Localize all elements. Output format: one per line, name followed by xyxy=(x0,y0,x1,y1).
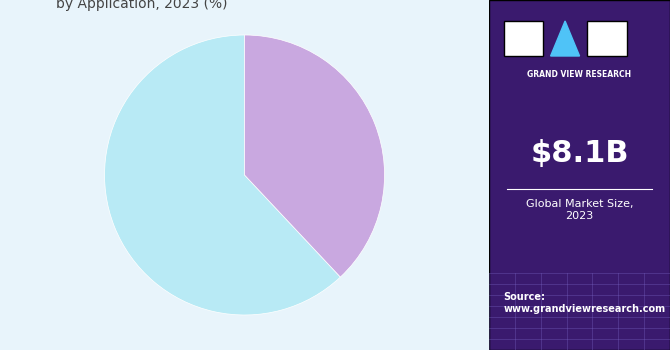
FancyBboxPatch shape xyxy=(489,0,670,350)
FancyBboxPatch shape xyxy=(587,21,626,56)
Text: $8.1B: $8.1B xyxy=(530,140,629,168)
Text: Global Market Size,
2023: Global Market Size, 2023 xyxy=(526,199,633,221)
Wedge shape xyxy=(105,35,340,315)
Text: GRAND VIEW RESEARCH: GRAND VIEW RESEARCH xyxy=(527,70,632,79)
Legend: Marine, Aviation: Marine, Aviation xyxy=(147,349,342,350)
Text: by Application, 2023 (%): by Application, 2023 (%) xyxy=(56,0,227,11)
Polygon shape xyxy=(551,21,580,56)
FancyBboxPatch shape xyxy=(504,21,543,56)
Wedge shape xyxy=(245,35,385,277)
Text: Source:
www.grandviewresearch.com: Source: www.grandviewresearch.com xyxy=(504,292,666,314)
